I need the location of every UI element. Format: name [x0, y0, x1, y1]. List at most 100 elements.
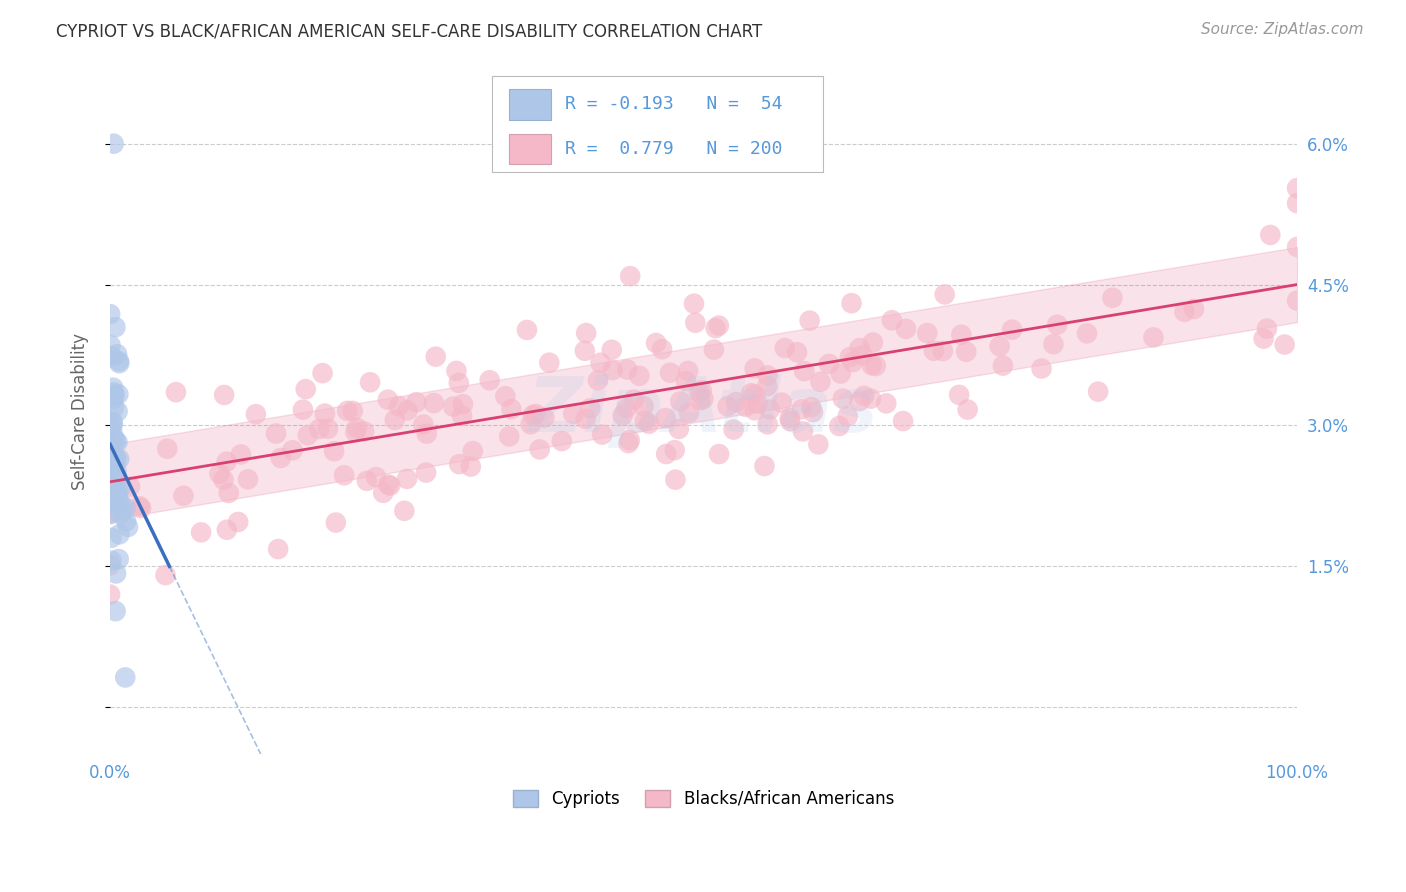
- Point: [107, 490, 129, 504]
- Point: [875, 396, 897, 410]
- Point: [668, 422, 690, 436]
- Point: [478, 373, 501, 387]
- Text: Source: ZipAtlas.com: Source: ZipAtlas.com: [1201, 22, 1364, 37]
- Point: [98, 507, 121, 521]
- Text: R =  0.779   N = 200: R = 0.779 N = 200: [565, 140, 783, 158]
- Point: [948, 388, 970, 402]
- Point: [801, 405, 824, 419]
- Point: [575, 412, 598, 426]
- Point: [770, 395, 793, 409]
- Point: [659, 366, 682, 380]
- Point: [101, 445, 124, 459]
- Point: [1274, 337, 1296, 351]
- Point: [245, 407, 267, 421]
- Point: [461, 444, 484, 458]
- Point: [101, 428, 124, 442]
- Y-axis label: Self-Care Disability: Self-Care Disability: [72, 333, 89, 490]
- Point: [105, 347, 128, 361]
- Point: [645, 336, 668, 351]
- Point: [716, 399, 738, 413]
- Point: [1286, 293, 1309, 308]
- Point: [105, 483, 128, 497]
- Point: [740, 386, 762, 401]
- Point: [551, 434, 574, 449]
- Point: [724, 395, 747, 409]
- Point: [105, 473, 128, 487]
- Point: [519, 417, 541, 432]
- Point: [950, 327, 973, 342]
- Point: [218, 486, 240, 500]
- Point: [494, 389, 516, 403]
- Point: [703, 343, 725, 357]
- Point: [619, 433, 641, 447]
- Point: [676, 364, 699, 378]
- Point: [104, 458, 127, 472]
- Point: [128, 500, 150, 514]
- Point: [779, 411, 801, 425]
- Point: [108, 496, 131, 510]
- Point: [156, 442, 179, 456]
- Point: [754, 458, 776, 473]
- Point: [617, 436, 640, 450]
- Point: [103, 433, 125, 447]
- Point: [451, 409, 474, 423]
- Point: [111, 502, 134, 516]
- Point: [212, 473, 235, 487]
- Point: [104, 388, 127, 402]
- Point: [1286, 196, 1309, 211]
- Point: [100, 442, 122, 457]
- Point: [1142, 330, 1164, 344]
- Point: [807, 437, 830, 451]
- Point: [756, 368, 779, 383]
- Point: [891, 414, 914, 428]
- Point: [377, 477, 399, 491]
- Point: [628, 368, 651, 383]
- Point: [575, 326, 598, 340]
- Point: [707, 318, 730, 333]
- Text: ZipAtlas: ZipAtlas: [529, 375, 879, 449]
- Point: [110, 481, 132, 495]
- Point: [107, 404, 129, 418]
- Point: [281, 443, 304, 458]
- Point: [831, 392, 853, 406]
- Point: [100, 338, 122, 352]
- Point: [600, 343, 623, 357]
- Point: [104, 489, 127, 503]
- Point: [423, 396, 446, 410]
- Point: [270, 450, 292, 465]
- Point: [441, 400, 464, 414]
- Point: [638, 417, 661, 431]
- Point: [848, 341, 870, 355]
- Point: [991, 359, 1014, 373]
- Legend: Cypriots, Blacks/African Americans: Cypriots, Blacks/African Americans: [506, 783, 901, 814]
- Point: [101, 417, 124, 431]
- Point: [1076, 326, 1098, 341]
- Point: [692, 392, 714, 406]
- Point: [723, 423, 745, 437]
- Point: [591, 427, 613, 442]
- Point: [117, 520, 139, 534]
- Point: [516, 323, 538, 337]
- Point: [955, 344, 977, 359]
- Point: [922, 343, 945, 358]
- Point: [1253, 332, 1275, 346]
- Point: [651, 342, 673, 356]
- Point: [669, 394, 692, 409]
- Point: [100, 531, 122, 545]
- Point: [425, 350, 447, 364]
- Point: [1101, 291, 1123, 305]
- Point: [103, 401, 125, 415]
- Point: [675, 374, 697, 388]
- Point: [734, 400, 756, 414]
- Point: [793, 364, 815, 378]
- Point: [848, 394, 870, 409]
- Point: [704, 321, 727, 335]
- Point: [103, 392, 125, 406]
- Point: [155, 568, 177, 582]
- Point: [104, 450, 127, 465]
- Point: [100, 349, 122, 363]
- Point: [395, 472, 418, 486]
- Point: [501, 402, 523, 417]
- Point: [101, 433, 124, 447]
- Point: [110, 507, 132, 521]
